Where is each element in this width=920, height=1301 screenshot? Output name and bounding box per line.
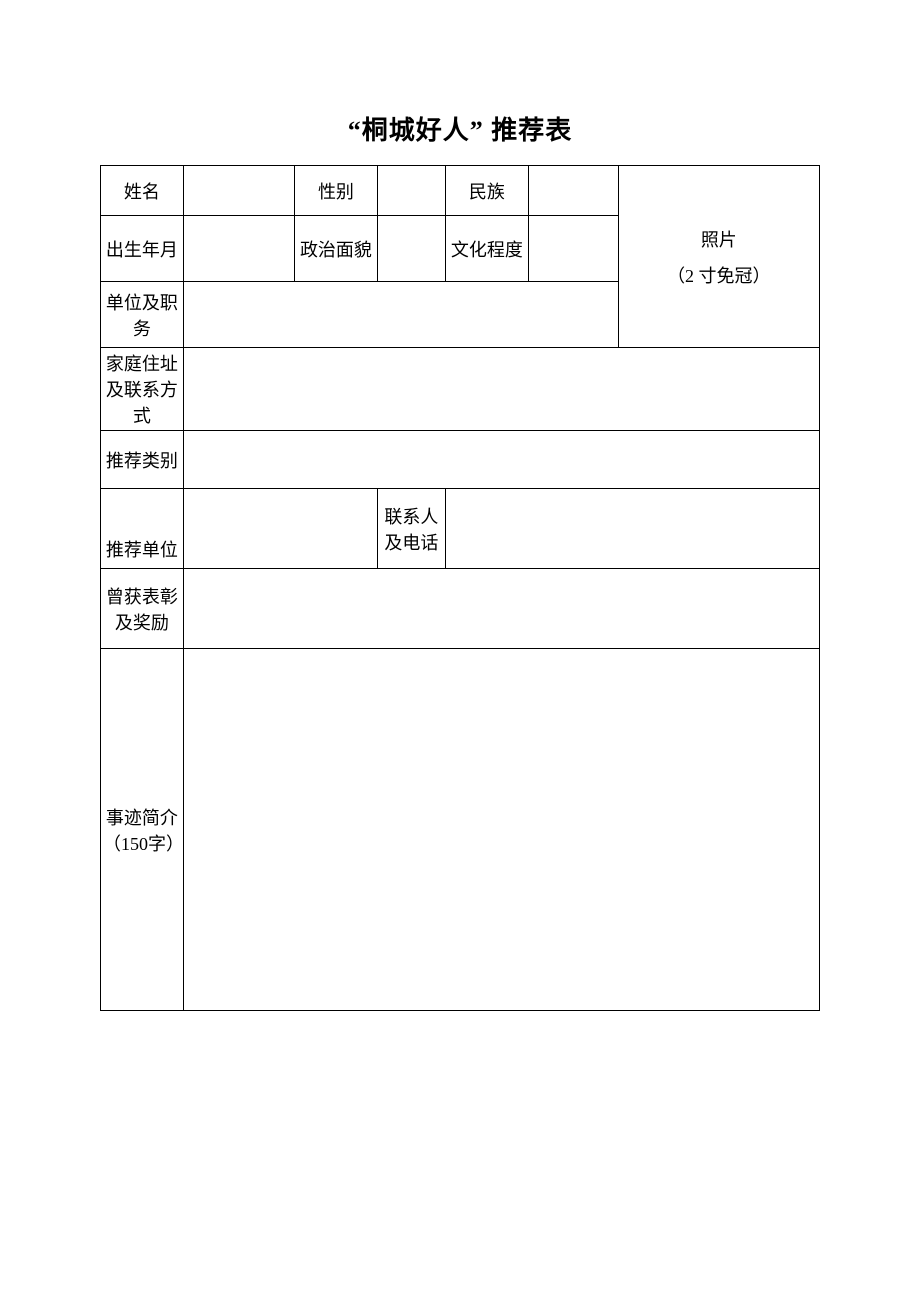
label-deeds: 事迹简介（150字）	[101, 649, 184, 1011]
value-address-contact[interactable]	[183, 348, 819, 431]
value-recommend-unit[interactable]	[183, 489, 377, 569]
value-unit-position[interactable]	[183, 282, 618, 348]
form-page: “桐城好人” 推荐表 姓名 性别 民族 照片 （2 寸免冠） 出生年月	[0, 0, 920, 1011]
label-ethnicity: 民族	[446, 166, 529, 216]
label-gender: 性别	[295, 166, 378, 216]
value-name[interactable]	[183, 166, 294, 216]
label-address-contact: 家庭住址及联系方式	[101, 348, 184, 431]
label-category: 推荐类别	[101, 431, 184, 489]
value-political[interactable]	[377, 216, 445, 282]
value-education[interactable]	[528, 216, 618, 282]
value-contact-phone[interactable]	[446, 489, 820, 569]
recommendation-table: 姓名 性别 民族 照片 （2 寸免冠） 出生年月 政治面貌 文化程度 单位及职务	[100, 165, 820, 1011]
row-category: 推荐类别	[101, 431, 820, 489]
row-awards: 曾获表彰及奖励	[101, 569, 820, 649]
value-category[interactable]	[183, 431, 819, 489]
label-birth: 出生年月	[101, 216, 184, 282]
value-birth[interactable]	[183, 216, 294, 282]
label-contact-phone: 联系人及电话	[377, 489, 445, 569]
value-deeds[interactable]	[183, 649, 819, 1011]
value-ethnicity[interactable]	[528, 166, 618, 216]
row-deeds: 事迹简介（150字）	[101, 649, 820, 1011]
row-recommend-unit: 推荐单位 联系人及电话	[101, 489, 820, 569]
photo-cell[interactable]: 照片 （2 寸免冠）	[618, 166, 819, 348]
row-basic-1: 姓名 性别 民族 照片 （2 寸免冠）	[101, 166, 820, 216]
label-recommend-unit: 推荐单位	[101, 489, 184, 569]
value-awards[interactable]	[183, 569, 819, 649]
label-education: 文化程度	[446, 216, 529, 282]
label-unit-position: 单位及职务	[101, 282, 184, 348]
label-name: 姓名	[101, 166, 184, 216]
label-political: 政治面貌	[295, 216, 378, 282]
row-address: 家庭住址及联系方式	[101, 348, 820, 431]
value-gender[interactable]	[377, 166, 445, 216]
photo-label-1: 照片	[621, 226, 817, 252]
photo-label-2: （2 寸免冠）	[621, 262, 817, 288]
form-title: “桐城好人” 推荐表	[100, 110, 820, 147]
label-awards: 曾获表彰及奖励	[101, 569, 184, 649]
